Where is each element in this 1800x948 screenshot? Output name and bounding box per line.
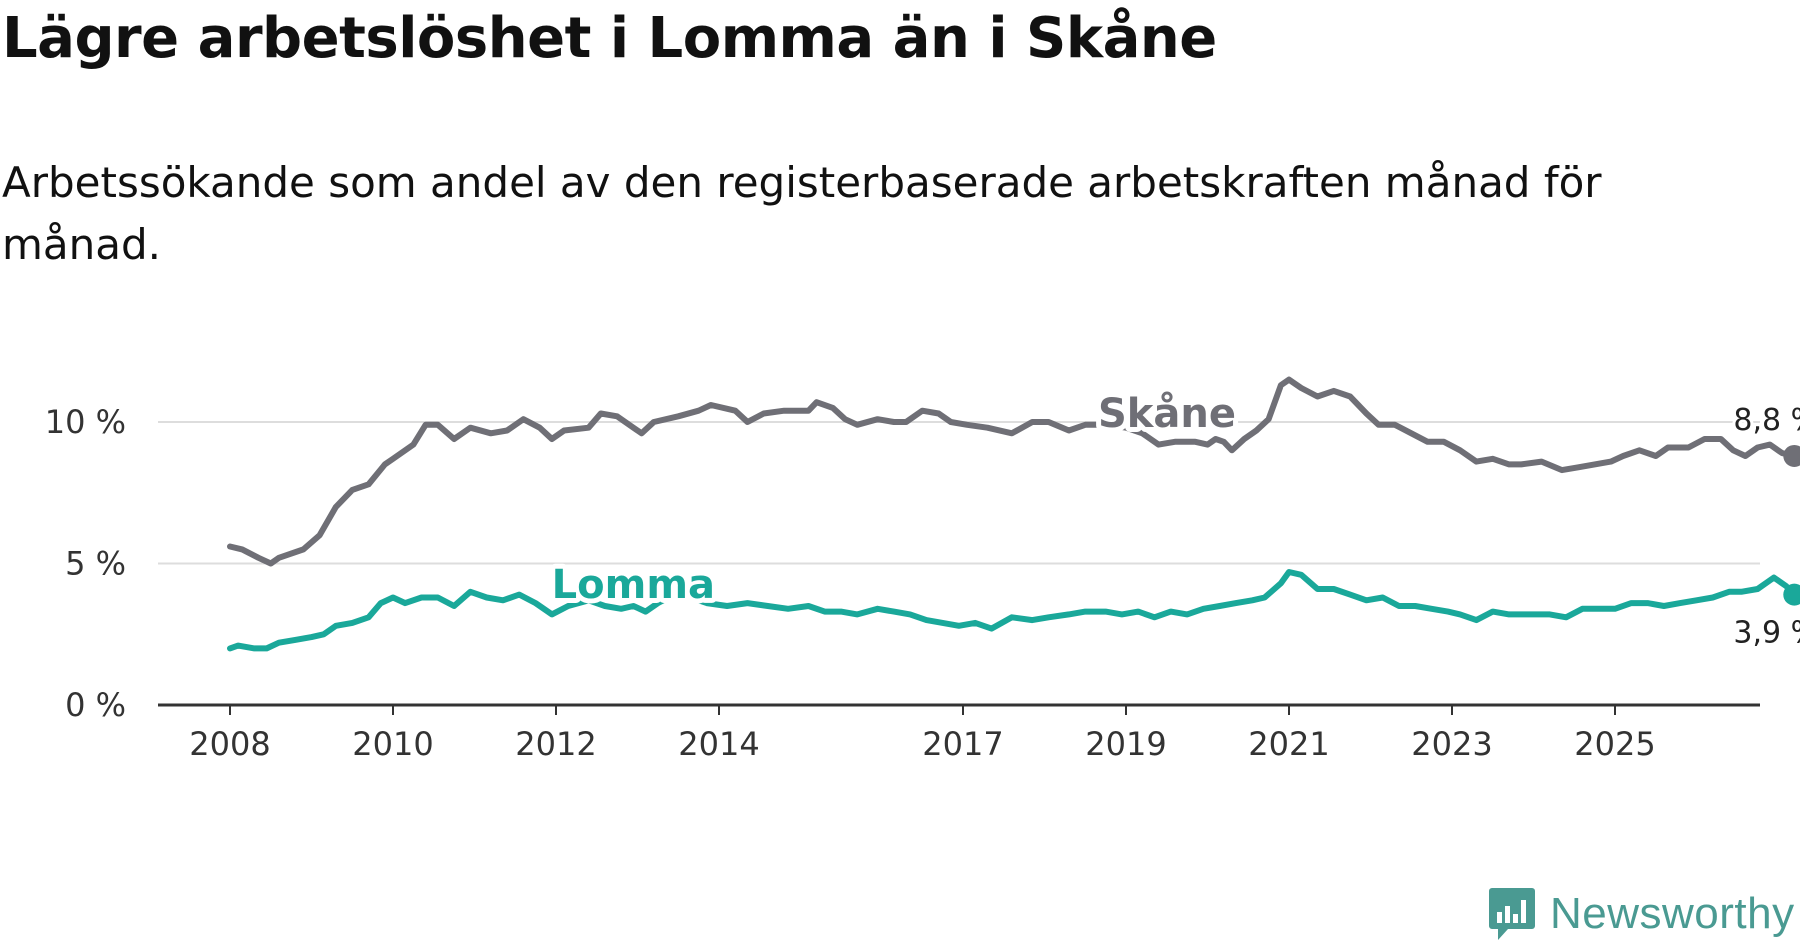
x-tick-label: 2025: [1574, 725, 1655, 763]
series-line-skne: [227, 376, 1798, 567]
brand-logo: Newsworthy: [1488, 886, 1795, 942]
series-label-skne: Skåne: [1098, 390, 1236, 437]
brand-name: Newsworthy: [1550, 889, 1795, 938]
x-tick-label: 2010: [352, 725, 433, 763]
y-tick-label: 10 %: [45, 403, 126, 441]
x-tick-label: 2017: [922, 725, 1003, 763]
x-tick-label: 2008: [189, 725, 270, 763]
newsworthy-logo-icon: [1489, 888, 1535, 940]
series-line-lomma: [227, 569, 1798, 652]
chart-subtitle: Arbetssökande som andel av den registerb…: [2, 158, 1602, 269]
y-tick-label: 5 %: [65, 545, 126, 583]
series-label-lomma: Lomma: [552, 562, 715, 608]
x-tick-label: 2021: [1248, 725, 1329, 763]
axes: 0 % 5 % 10 % 2008 2010 2012 2014 2017 2019 2021 20…: [45, 403, 1760, 763]
series-labels: Skåne 8,8 % Lomma 3,9 %: [547, 385, 1800, 654]
chart-title: Lägre arbetslöshet i Lomma än i Skåne: [2, 6, 1217, 71]
series-lines: [227, 376, 1800, 652]
series-end-point-lomma: [1783, 583, 1800, 606]
x-tick-label: 2014: [678, 725, 759, 763]
x-tick-label: 2012: [515, 725, 596, 763]
end-value-label-lomma: 3,9 %: [1733, 616, 1800, 651]
x-tick-label: 2019: [1085, 725, 1166, 763]
series-end-point-skne: [1783, 444, 1800, 467]
gridlines: [158, 421, 1760, 565]
x-tick-label: 2023: [1411, 725, 1492, 763]
end-value-label-skne: 8,8 %: [1733, 403, 1800, 438]
y-tick-label: 0 %: [65, 686, 126, 724]
